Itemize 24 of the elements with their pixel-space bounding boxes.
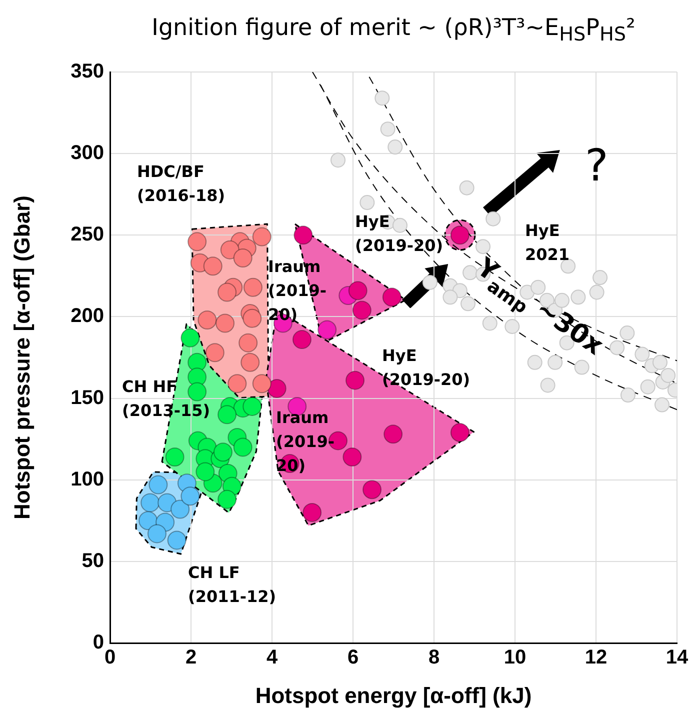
x-tick-label: 8 <box>428 646 440 669</box>
annotation: HyE (2019-20) <box>355 212 444 256</box>
annotation: CH LF (2011-12) <box>188 563 276 606</box>
annotation: ? <box>585 140 608 192</box>
x-tick-label: 14 <box>666 646 689 669</box>
x-tick-label: 4 <box>266 646 278 669</box>
y-tick-label: 200 <box>70 305 104 328</box>
x-tick-label: 2 <box>185 646 197 669</box>
chart-title: Ignition figure of merit ~ (ρR)³T³~E$_{HS}$P$_{HS}$² <box>150 14 636 48</box>
x-tick-label: 10 <box>504 646 526 669</box>
y-tick-label: 300 <box>70 142 104 164</box>
y-axis-title: Hotspot pressure [α-off] (Gbar) <box>9 196 34 520</box>
y-tick-label: 0 <box>92 632 104 654</box>
x-axis-title: Hotspot energy [α-off] (kJ) <box>255 682 532 708</box>
y-tick-label: 150 <box>70 386 104 409</box>
y-tick-label: 250 <box>70 224 104 246</box>
y-tick-label: 100 <box>70 468 104 490</box>
annotation: HDC/BF (2016-18) <box>137 162 226 206</box>
y-tick-label: 350 <box>70 60 104 83</box>
annotation: Iraum (2019- 20) <box>276 408 334 476</box>
annotation: HyE 2021 <box>525 221 570 264</box>
x-tick-label: 6 <box>347 646 359 669</box>
y-tick-label: 50 <box>82 550 104 572</box>
x-tick-label: 12 <box>584 646 608 669</box>
